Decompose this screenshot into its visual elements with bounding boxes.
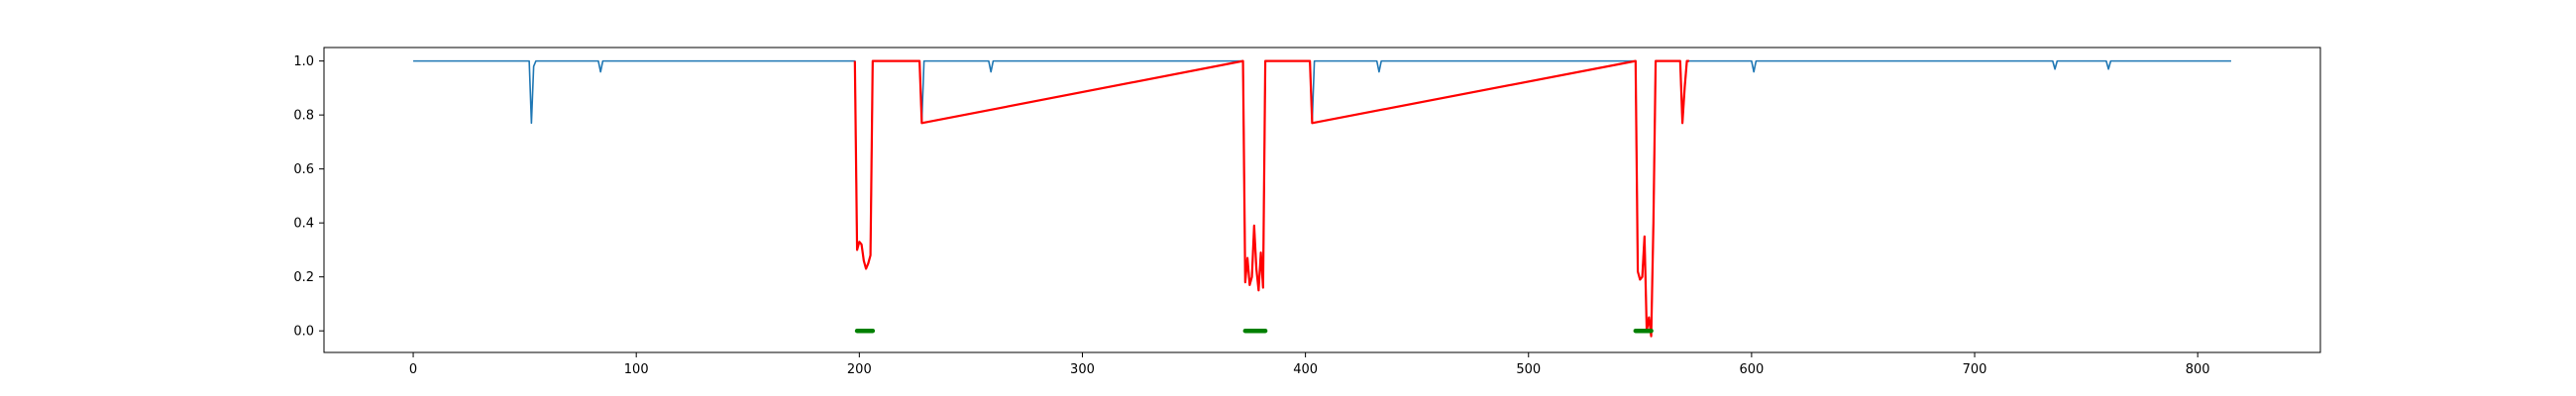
y-tick-label: 0.6 [293,162,314,177]
axes-frame [323,47,2321,353]
y-tick-label: 0.8 [293,109,314,124]
y-tick-label: 0.0 [293,325,314,340]
x-tick-label: 200 [847,362,872,377]
series-layer [413,59,2231,338]
x-tick-label: 0 [409,362,417,377]
plot-area [324,48,2320,352]
series-line-highlight [853,59,1689,338]
x-tick-label: 600 [1739,362,1764,377]
x-tick-label: 800 [2186,362,2210,377]
axes-layer: 0 100 200 300 400 500 600 700 800 0.0 0.2 0.4 0.6 0.8… [293,47,2321,377]
y-tick-label: 0.2 [293,270,314,285]
x-tick-label: 100 [624,362,649,377]
x-tick-label: 700 [1963,362,1987,377]
y-tick-label: 1.0 [293,54,314,69]
x-tick-label: 500 [1516,362,1541,377]
x-tick-label: 400 [1293,362,1318,377]
x-tick-label: 300 [1070,362,1095,377]
plot-background [324,48,2320,352]
y-tick-label: 0.4 [293,217,314,232]
